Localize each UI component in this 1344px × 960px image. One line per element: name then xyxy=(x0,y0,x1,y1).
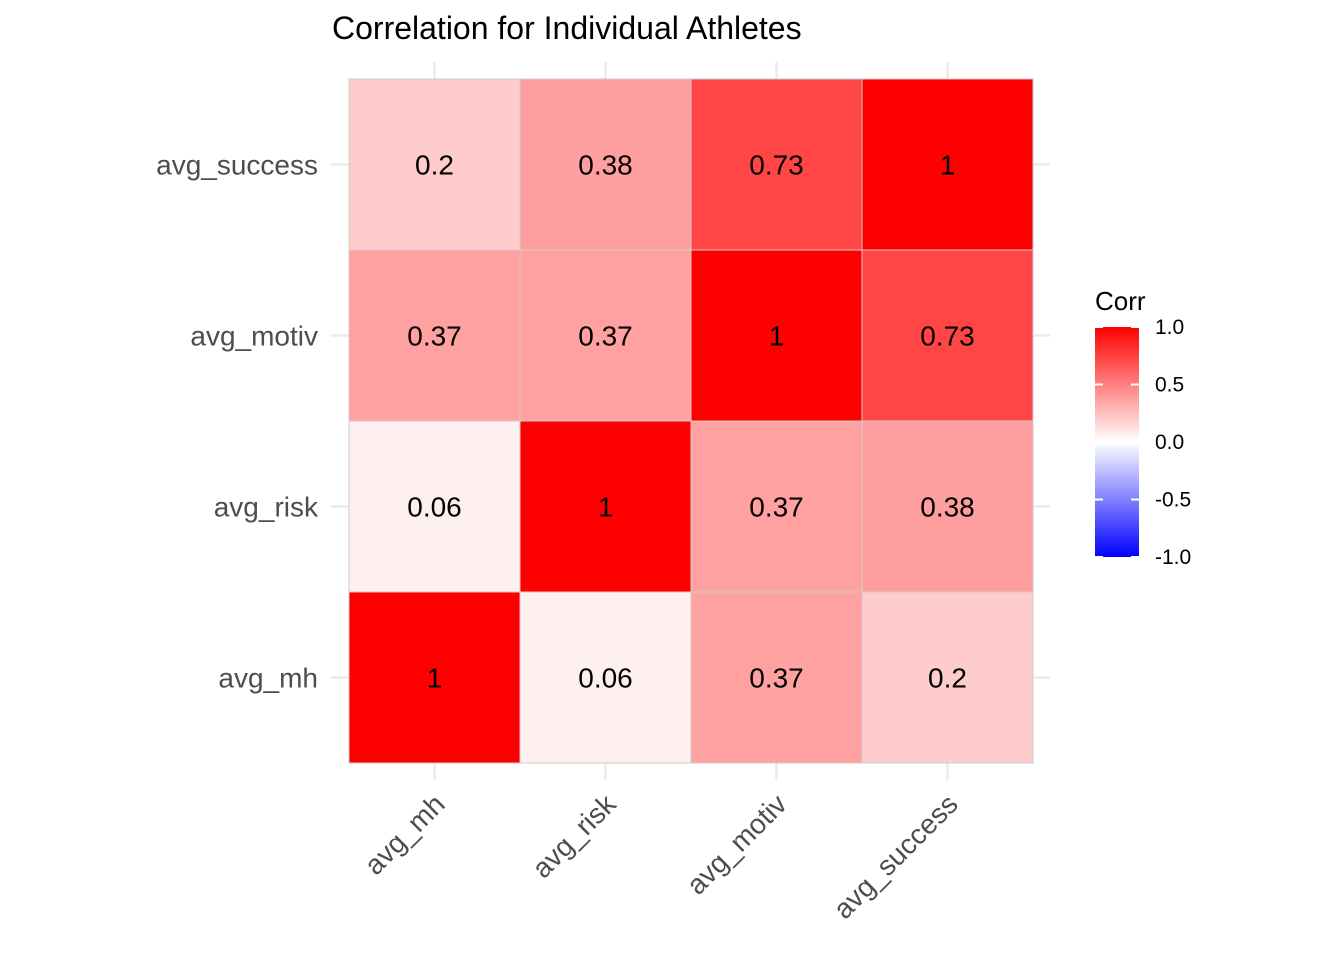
cell-value-label: 0.06 xyxy=(578,663,633,694)
cell-value-labels: 1 0.06 0.37 0.2 0.06 1 0.37 0.38 0.37 0.37 1 0.73 0.… xyxy=(407,150,975,694)
x-tick-label: avg_mh xyxy=(358,788,450,880)
heatmap-cell xyxy=(519,591,692,764)
cell-value-label: 0.37 xyxy=(578,321,633,352)
cell-value-label: 0.37 xyxy=(749,663,804,694)
legend-tick-label: 0.0 xyxy=(1155,431,1184,454)
heatmap-cell xyxy=(348,591,521,764)
cell-value-label: 1 xyxy=(769,321,785,352)
heatmap-cell xyxy=(861,591,1034,764)
heatmap-cell xyxy=(690,249,863,422)
heatmap-cell xyxy=(348,249,521,422)
legend-ticks: 1.0 0.5 0.0 -0.5 -1.0 xyxy=(1095,316,1191,569)
heatmap-cell xyxy=(861,420,1034,593)
cell-value-label: 1 xyxy=(940,150,956,181)
cell-value-label: 0.2 xyxy=(928,663,967,694)
y-axis-labels: avg_mh avg_risk avg_motiv avg_success xyxy=(156,150,319,694)
heatmap-cells xyxy=(348,78,1034,764)
legend-tick-label: -1.0 xyxy=(1155,546,1191,569)
heatmap-cell xyxy=(861,249,1034,422)
x-axis-labels: avg_mh avg_risk avg_motiv avg_success xyxy=(358,788,963,925)
cell-value-label: 1 xyxy=(598,492,614,523)
cell-value-label: 0.38 xyxy=(920,492,975,523)
x-tick-label: avg_motiv xyxy=(681,788,793,900)
legend-tick-label: -0.5 xyxy=(1155,489,1191,512)
heatmap-cell xyxy=(861,78,1034,251)
cell-value-label: 0.2 xyxy=(415,150,454,181)
y-tick-label: avg_risk xyxy=(214,492,319,523)
chart-title: Correlation for Individual Athletes xyxy=(332,10,802,46)
legend-title: Corr xyxy=(1095,286,1146,316)
color-legend: Corr 1.0 0.5 0.0 -0.5 -1.0 xyxy=(1095,286,1191,569)
heatmap-cell xyxy=(690,591,863,764)
legend-tick-label: 1.0 xyxy=(1155,316,1184,339)
cell-value-label: 0.37 xyxy=(407,321,462,352)
cell-value-label: 0.06 xyxy=(407,492,462,523)
cell-value-label: 0.37 xyxy=(749,492,804,523)
y-tick-label: avg_success xyxy=(156,150,318,181)
cell-value-label: 1 xyxy=(427,663,443,694)
y-tick-label: avg_mh xyxy=(218,663,318,694)
cell-value-label: 0.73 xyxy=(920,321,975,352)
x-tick-label: avg_success xyxy=(827,788,963,924)
heatmap-cell xyxy=(348,78,521,251)
x-tick-label: avg_risk xyxy=(526,788,622,884)
heatmap-cell xyxy=(519,420,692,593)
cell-value-label: 0.73 xyxy=(749,150,804,181)
heatmap-cell xyxy=(690,78,863,251)
heatmap-cell xyxy=(519,78,692,251)
legend-tick-label: 0.5 xyxy=(1155,374,1184,397)
y-tick-label: avg_motiv xyxy=(190,321,318,352)
cell-value-label: 0.38 xyxy=(578,150,633,181)
